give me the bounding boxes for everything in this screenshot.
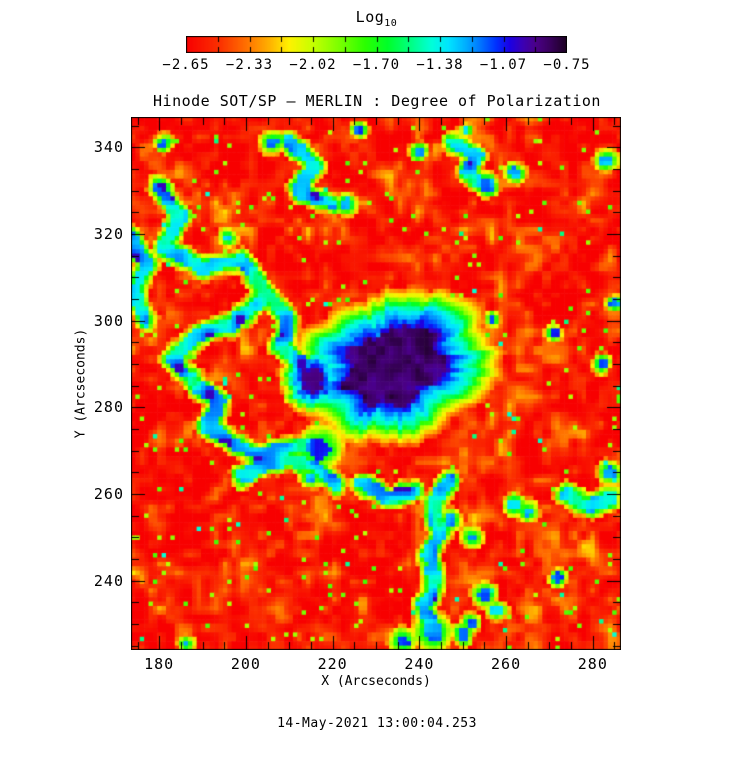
colorbar-title-main: Log xyxy=(355,8,385,26)
y-axis-title: Y (Arcseconds) xyxy=(73,328,89,439)
colorbar-title: Log10 xyxy=(186,8,567,29)
y-tick-label: 240 xyxy=(93,571,124,590)
colorbar-tick-label: −1.07 xyxy=(479,57,528,73)
timestamp-caption: 14-May-2021 13:00:04.253 xyxy=(277,716,477,731)
x-tick-label: 180 xyxy=(144,655,175,673)
x-tick-label: 200 xyxy=(230,655,261,673)
colorbar-tick-label: −1.70 xyxy=(352,57,401,73)
y-tick-label: 280 xyxy=(93,398,124,417)
x-tick-label: 240 xyxy=(404,655,435,673)
heatmap-canvas xyxy=(131,117,621,650)
x-tick-label: 280 xyxy=(577,655,608,673)
y-tick-label: 260 xyxy=(93,485,124,503)
colorbar xyxy=(186,36,567,53)
y-tick-label: 340 xyxy=(93,138,124,157)
colorbar-tick-label: −2.33 xyxy=(225,57,274,73)
colorbar-tick-label: −2.02 xyxy=(289,57,337,73)
x-tick-label: 260 xyxy=(491,655,522,673)
colorbar-tick-label: −0.75 xyxy=(543,57,591,73)
y-tick-label: 320 xyxy=(93,225,124,243)
colorbar-title-sub: 10 xyxy=(384,18,398,29)
plot-title: Hinode SOT/SP — MERLIN : Degree of Polar… xyxy=(153,92,601,110)
x-axis-title: X (Arcseconds) xyxy=(321,674,431,689)
x-tick-label: 220 xyxy=(317,655,348,673)
y-tick-label: 300 xyxy=(93,311,124,330)
colorbar-tick-label: −1.38 xyxy=(416,57,464,73)
colorbar-tick-label: −2.65 xyxy=(162,57,210,73)
